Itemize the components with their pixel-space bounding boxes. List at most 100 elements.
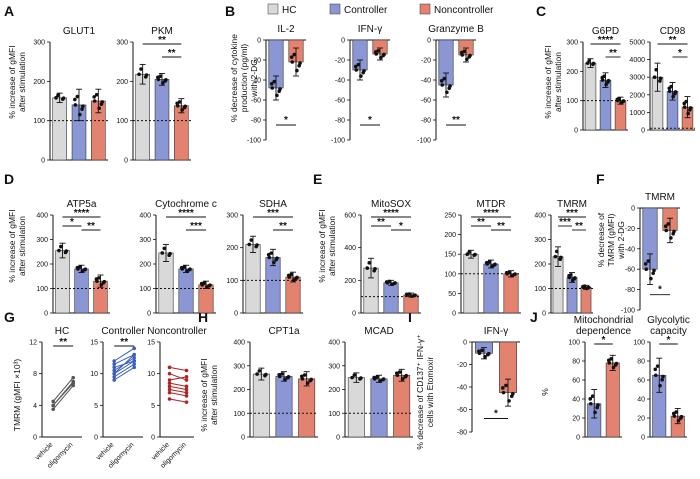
data-point <box>255 372 259 376</box>
data-point <box>439 79 444 83</box>
data-point <box>590 394 595 398</box>
y-tick-label: 0 <box>631 206 635 213</box>
y-tick-label: 40 <box>572 397 580 404</box>
data-point <box>442 76 447 81</box>
data-point <box>381 377 386 381</box>
data-point <box>655 364 660 368</box>
paired-line <box>169 382 187 387</box>
data-point <box>644 267 649 272</box>
data-point <box>132 352 136 357</box>
data-point <box>132 362 136 366</box>
significance-label: * <box>658 285 662 296</box>
data-point <box>671 411 676 416</box>
y-tick-label: 200 <box>534 262 546 269</box>
y-tick-label: 300 <box>328 363 340 370</box>
y-tick-label: 0 <box>452 311 456 318</box>
data-point <box>653 373 658 378</box>
y-tick-label: -100 <box>247 138 261 145</box>
chart-title: Granzyme B <box>428 24 484 35</box>
data-point <box>97 106 101 111</box>
paired-line <box>52 377 74 402</box>
bar-hc <box>584 62 597 131</box>
data-point <box>167 384 172 389</box>
bar-hc <box>55 250 70 314</box>
data-point <box>167 371 172 376</box>
data-point <box>511 391 515 396</box>
chart-d3: SDHA 0 100 200 300 ***** <box>226 199 303 318</box>
y-tick-label: -80 <box>251 118 261 125</box>
y-tick-label: 80 <box>572 359 580 366</box>
y-tick-label: -20 <box>457 362 467 369</box>
data-point <box>384 280 389 284</box>
data-point <box>295 275 299 280</box>
y-tick-label: 400 <box>328 340 340 347</box>
y-tick-label: 0 <box>576 435 580 442</box>
data-point <box>132 356 136 360</box>
significance-label: ** <box>59 337 67 348</box>
significance-label: ** <box>452 115 460 126</box>
panel-label-i: I <box>408 309 412 325</box>
data-point <box>184 378 189 382</box>
y-tick-label: 3000 <box>629 75 645 82</box>
chart-title: Controller <box>101 326 145 337</box>
significance-label: * <box>494 409 498 420</box>
data-point <box>305 381 310 385</box>
data-point <box>413 293 417 297</box>
y-tick-label: 300 <box>226 213 238 220</box>
data-point <box>139 67 143 71</box>
paired-line <box>113 360 135 375</box>
data-point <box>504 383 508 388</box>
paired-line <box>113 363 135 378</box>
y-tick-label: 300 <box>139 237 151 244</box>
bar-noncontroller <box>503 273 519 314</box>
y-tick-label: 100 <box>568 340 580 347</box>
data-point <box>167 378 172 382</box>
data-point <box>188 267 192 271</box>
panel-label-h: H <box>198 309 208 325</box>
y-tick-label: 15 <box>147 340 155 347</box>
chart-j2: Glycolytic capacity 0 20 40 60 80 100 * <box>633 315 690 442</box>
y-tick-label: 100 <box>633 340 645 347</box>
y-tick-label: -60 <box>457 407 467 414</box>
y-tick-label: 100 <box>139 286 151 293</box>
data-point <box>132 359 136 363</box>
data-point <box>161 81 165 85</box>
y-tick-label: -20 <box>335 58 345 65</box>
y-tick-label: 0 <box>641 435 645 442</box>
data-point <box>587 58 592 63</box>
y-tick-label: 200 <box>226 245 238 252</box>
data-point <box>175 101 179 106</box>
y-tick-label: 100 <box>534 286 546 293</box>
data-point <box>394 371 399 375</box>
data-point <box>359 74 363 78</box>
bar-controller <box>74 268 89 314</box>
data-point <box>54 96 58 100</box>
data-point <box>132 365 136 370</box>
data-point <box>483 354 487 359</box>
data-point <box>83 267 88 271</box>
data-point <box>132 346 136 351</box>
data-point <box>393 281 397 285</box>
data-point <box>651 271 655 276</box>
panel-label-b: B <box>225 3 235 19</box>
data-point <box>73 103 78 107</box>
chart-title: G6PD <box>592 26 619 37</box>
data-point <box>286 375 291 379</box>
y-tick-label: -40 <box>421 78 431 85</box>
data-point <box>167 397 172 401</box>
data-point <box>356 62 361 67</box>
data-point <box>658 383 662 388</box>
data-point <box>667 86 672 91</box>
significance-label: ** <box>120 337 128 348</box>
y-tick-label: 0 <box>352 311 356 318</box>
y-tick-label: 300 <box>116 40 128 47</box>
y-tick-label: 200 <box>33 79 45 86</box>
chart-title: CD98 <box>660 26 686 37</box>
data-point <box>51 399 55 404</box>
data-point <box>269 251 274 255</box>
data-point <box>270 86 275 90</box>
data-point <box>643 262 648 266</box>
